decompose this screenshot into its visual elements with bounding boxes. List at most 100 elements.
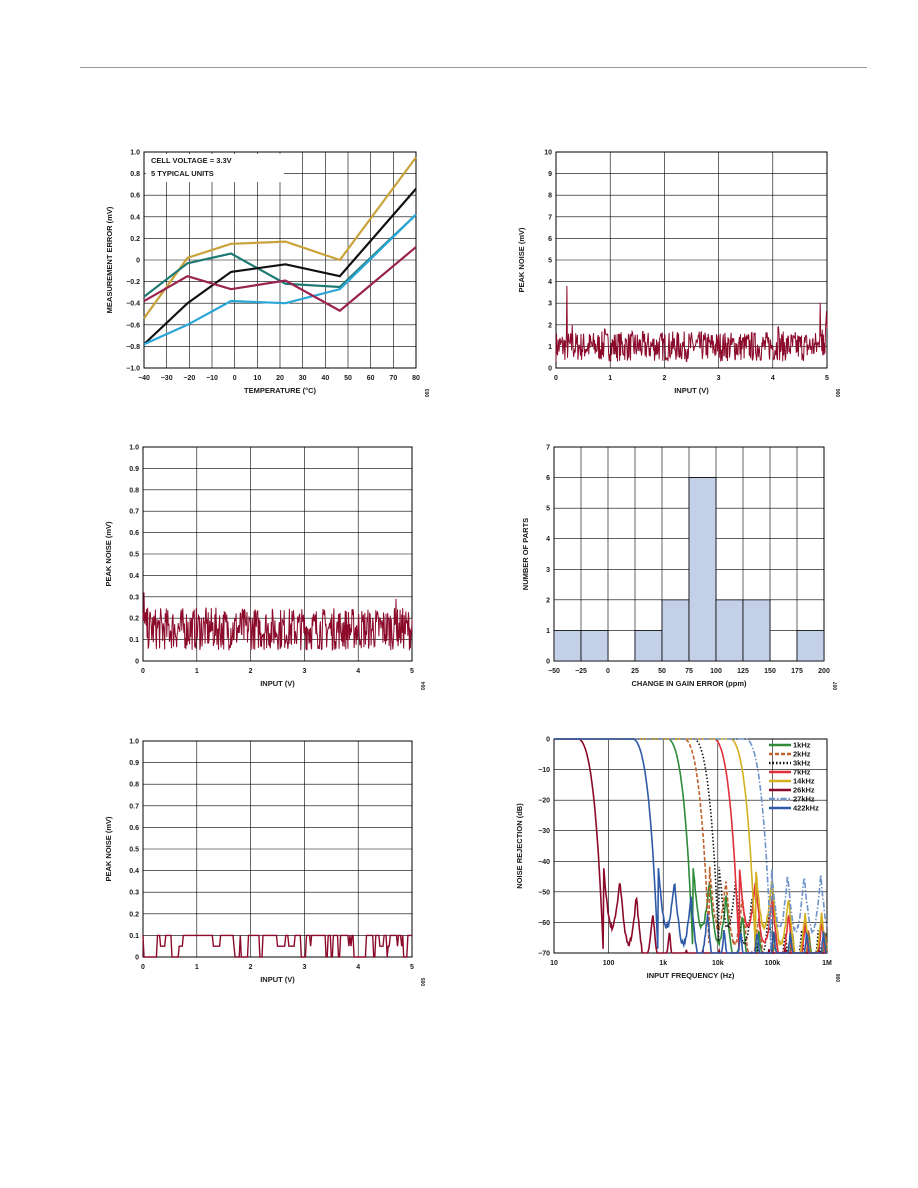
y-tick-label: −30	[538, 828, 550, 835]
y-tick-label: 0	[135, 659, 139, 666]
x-axis-label: INPUT (V)	[260, 679, 295, 688]
series-line	[554, 738, 828, 953]
figure-id: 006	[836, 389, 842, 398]
y-tick-label: −0.8	[126, 344, 140, 351]
x-tick-label: 10	[550, 960, 558, 967]
y-tick-label: 2	[548, 322, 552, 329]
x-tick-label: 80	[412, 375, 420, 382]
y-axis-label: PEAK NOISE (mV)	[104, 816, 113, 882]
y-tick-label: −70	[538, 951, 550, 958]
chart-gain-error-histogram: −50 −25 0 25 50 75 100 125 150 175 200 0 1 2 3 4 5 6 7 CHAN…	[521, 445, 839, 691]
y-tick-label: 0.2	[129, 911, 139, 918]
header-rule	[80, 67, 867, 68]
y-axis-label: PEAK NOISE (mV)	[104, 521, 113, 587]
x-tick-label: −30	[161, 375, 173, 382]
x-tick-label: 1M	[822, 960, 832, 967]
x-tick-label: 70	[389, 375, 397, 382]
x-tick-label: 0	[606, 668, 610, 675]
y-axis-label: MEASUREMENT ERROR (mV)	[105, 206, 114, 313]
y-tick-label: 7	[548, 214, 552, 221]
y-axis-label: PEAK NOISE (mV)	[517, 227, 526, 293]
x-tick-label: 75	[685, 668, 693, 675]
x-tick-label: 3	[717, 375, 721, 382]
series-line	[554, 738, 828, 954]
x-tick-label: 175	[791, 668, 803, 675]
y-tick-label: 0.7	[129, 509, 139, 516]
legend-label: 3kHz	[793, 759, 811, 768]
y-tick-label: −50	[538, 889, 550, 896]
y-tick-label: 4	[546, 536, 550, 543]
y-tick-label: 4	[548, 279, 552, 286]
legend-label: 26kHz	[793, 786, 815, 795]
x-tick-label: 0	[141, 668, 145, 675]
x-tick-label: 20	[276, 375, 284, 382]
x-tick-label: 1	[195, 964, 199, 971]
y-tick-label: 0.3	[129, 594, 139, 601]
noise-trace	[142, 934, 412, 958]
x-tick-label: 0	[233, 375, 237, 382]
x-tick-label: 150	[764, 668, 776, 675]
y-tick-label: −0.4	[126, 301, 140, 308]
x-tick-label: 125	[737, 668, 749, 675]
y-tick-label: 0.1	[129, 933, 139, 940]
y-tick-label: 1.0	[129, 739, 139, 746]
x-tick-label: 100	[603, 960, 615, 967]
y-tick-label: 0.4	[129, 573, 139, 580]
x-axis-label: INPUT FREQUENCY (Hz)	[647, 971, 735, 980]
x-tick-label: 2	[662, 375, 666, 382]
x-tick-label: 100	[710, 668, 722, 675]
x-tick-label: 5	[825, 375, 829, 382]
y-tick-label: 0.2	[130, 236, 140, 243]
y-tick-label: 0.9	[129, 466, 139, 473]
figure-id: 003	[425, 389, 431, 398]
y-tick-label: −0.2	[126, 279, 140, 286]
y-tick-label: 1	[546, 628, 550, 635]
histogram-bar	[580, 630, 609, 662]
y-tick-label: 0.1	[129, 637, 139, 644]
y-tick-label: 0.5	[129, 552, 139, 559]
y-tick-label: 0.2	[129, 616, 139, 623]
x-tick-label: 4	[771, 375, 775, 382]
x-axis-label: INPUT (V)	[674, 386, 709, 395]
y-tick-label: −0.6	[126, 322, 140, 329]
x-tick-label: 200	[818, 668, 830, 675]
y-tick-label: 9	[548, 171, 552, 178]
y-tick-label: 0	[546, 659, 550, 666]
x-tick-label: 10k	[712, 960, 724, 967]
x-axis-label: INPUT (V)	[260, 975, 295, 984]
x-tick-label: −10	[206, 375, 218, 382]
histogram-bar	[634, 630, 663, 662]
chart-noise-rejection-vs-frequency: 10 100 1k 10k 100k 1M −70 −60 −50 −40 −30 −20 −10 0 IN…	[515, 737, 842, 983]
chart-measurement-error-vs-temperature: −40 −30 −20 −10 0 10 20 30 40 50 60 70 80 −1.0 −0.8 −0.…	[105, 150, 431, 398]
y-tick-label: 1	[548, 344, 552, 351]
y-tick-label: 2	[546, 597, 550, 604]
x-tick-label: 50	[344, 375, 352, 382]
x-tick-label: 1	[608, 375, 612, 382]
x-tick-label: 3	[302, 668, 306, 675]
y-tick-label: 0	[546, 737, 550, 744]
plot-area	[553, 738, 828, 954]
y-tick-label: −10	[538, 767, 550, 774]
x-tick-label: 2	[249, 668, 253, 675]
x-tick-label: 100k	[765, 960, 781, 967]
y-tick-label: 0.3	[129, 890, 139, 897]
x-tick-label: 1	[195, 668, 199, 675]
annotation-box	[146, 154, 284, 182]
y-tick-label: 3	[546, 567, 550, 574]
chart-peak-noise-1mv-a: 0 1 2 3 4 5 0 0.1 0.2 0.3 0.4 0.5 0.6 0.7 0.8 0.9 1.0 INP…	[104, 445, 427, 691]
y-tick-label: −60	[538, 920, 550, 927]
x-tick-label: −40	[138, 375, 150, 382]
y-tick-label: 1.0	[129, 445, 139, 452]
x-tick-label: −25	[575, 668, 587, 675]
x-tick-label: −20	[183, 375, 195, 382]
legend-label: 2kHz	[793, 750, 811, 759]
series-line	[143, 187, 417, 346]
legend-label: 14kHz	[793, 777, 815, 786]
y-tick-label: −20	[538, 798, 550, 805]
y-tick-label: 5	[548, 258, 552, 265]
y-tick-label: 6	[546, 475, 550, 482]
annotation-text: CELL VOLTAGE = 3.3V	[151, 156, 232, 165]
legend-label: 7kHz	[793, 768, 811, 777]
histogram-bar	[661, 599, 690, 662]
